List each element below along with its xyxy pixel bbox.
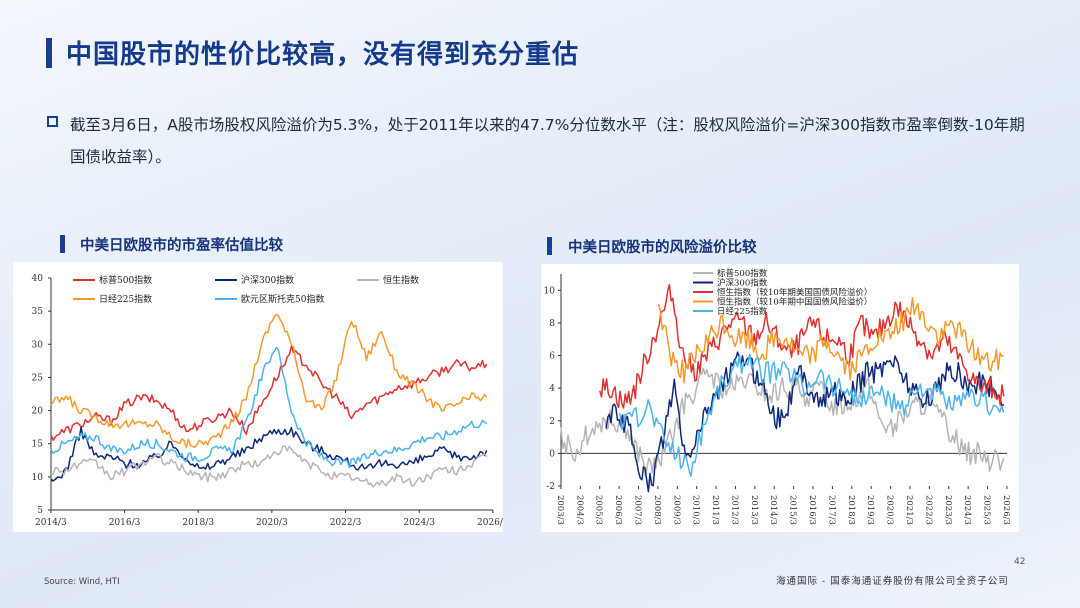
- pe-x-tick-label: 2020/3: [256, 518, 288, 528]
- page-title: 中国股市的性价比较高，没有得到充分重估: [66, 40, 580, 70]
- erp-x-tick-label: 2014/3: [768, 495, 778, 525]
- pe-y-tick-label: 10: [32, 473, 44, 483]
- pe-y-tick-label: 40: [32, 274, 44, 284]
- pe-x-tick-label: 2016/3: [109, 518, 141, 528]
- erp-x-tick-label: 2024/3: [962, 495, 972, 525]
- pe-x-tick-label: 2024/3: [403, 518, 435, 528]
- pe-legend-label-1: 标普500指数: [99, 274, 152, 286]
- erp-x-tick-label: 2020/3: [885, 495, 895, 525]
- erp-x-tick-label: 2006/3: [613, 495, 623, 525]
- source-note: Source: Wind, HTI: [44, 577, 120, 587]
- erp-legend-label-5: 日经225指数: [717, 306, 768, 317]
- erp-x-tick-label: 2003/3: [555, 495, 565, 525]
- pe-chart: 5 10 15 20 25 30 35 40 2014/3 2016/3 2018/3 2020/3 2…: [32, 274, 503, 528]
- erp-y-tick-label: 8: [549, 319, 555, 329]
- erp-y-tick-label: -2: [546, 482, 555, 492]
- erp-chart-panel: -2 0 2 4 6 8 10 2003/3 2004/3 2005/3 2006/3 2007/3 2…: [541, 264, 1019, 532]
- footer-company: 海通国际 - 国泰海通证券股份有限公司全资子公司: [776, 576, 1009, 587]
- erp-x-tick-label: 2004/3: [574, 495, 584, 525]
- erp-series-line-4: [657, 296, 1004, 384]
- title-accent-bar: [46, 38, 52, 68]
- erp-series-line-1: [560, 367, 1005, 477]
- erp-y-tick-label: 10: [544, 286, 556, 296]
- pe-series-line-2: [50, 426, 488, 482]
- erp-y-tick-label: 0: [549, 449, 555, 459]
- erp-x-tick-label: 2005/3: [594, 495, 604, 525]
- pe-y-tick-label: 30: [32, 340, 44, 350]
- erp-x-tick-label: 2026/3: [1001, 495, 1011, 525]
- pe-series-line-1: [50, 345, 488, 441]
- bullet-square-icon: [47, 116, 58, 127]
- pe-legend-label-5: 欧元区斯托克50指数: [241, 293, 324, 305]
- pe-x-tick-label: 2026/3: [477, 518, 503, 528]
- erp-x-tick-label: 2025/3: [982, 495, 992, 525]
- pe-legend-label-2: 沪深300指数: [241, 274, 294, 286]
- erp-x-tick-label: 2008/3: [652, 495, 662, 525]
- erp-x-tick-label: 2007/3: [633, 495, 643, 525]
- pe-y-tick-label: 15: [32, 440, 44, 450]
- bullet-text: 截至3月6日，A股市场股权风险溢价为5.3%，处于2011年以来的47.7%分位…: [70, 116, 1025, 166]
- erp-x-tick-label: 2010/3: [691, 495, 701, 525]
- pe-chart-panel: 5 10 15 20 25 30 35 40 2014/3 2016/3 2018/3 2020/3 2…: [13, 262, 503, 532]
- erp-series-line-2: [605, 351, 1005, 493]
- erp-series-line-3: [599, 283, 1005, 409]
- erp-x-tick-label: 2016/3: [807, 495, 817, 525]
- pe-x-tick-label: 2022/3: [330, 518, 362, 528]
- erp-x-tick-label: 2009/3: [671, 495, 681, 525]
- erp-x-tick-label: 2021/3: [904, 495, 914, 525]
- pe-x-tick-label: 2018/3: [182, 518, 214, 528]
- erp-y-tick-label: 4: [549, 384, 555, 394]
- pe-y-tick-label: 5: [37, 506, 43, 516]
- pe-y-tick-label: 35: [32, 307, 44, 317]
- erp-legend-label-2: 沪深300指数: [717, 278, 768, 289]
- erp-x-tick-label: 2015/3: [788, 495, 798, 525]
- left-chart-title-bar: [60, 235, 65, 253]
- page-number: 42: [1014, 557, 1026, 567]
- erp-x-tick-label: 2023/3: [943, 495, 953, 525]
- left-chart-title: 中美日欧股市的市盈率估值比较: [80, 238, 283, 254]
- erp-series-line-5: [619, 353, 1005, 477]
- pe-y-tick-label: 25: [32, 373, 44, 383]
- erp-x-tick-label: 2022/3: [923, 495, 933, 525]
- right-chart-title: 中美日欧股市的风险溢价比较: [568, 240, 757, 256]
- erp-x-tick-label: 2013/3: [749, 495, 759, 525]
- erp-legend-label-4: 恒生指数（较10年期中国国债风险溢价）: [717, 297, 872, 308]
- erp-y-tick-label: 2: [549, 417, 555, 427]
- pe-y-tick-label: 20: [32, 407, 44, 417]
- erp-x-tick-label: 2019/3: [865, 495, 875, 525]
- erp-x-tick-label: 2018/3: [846, 495, 856, 525]
- erp-x-tick-label: 2017/3: [826, 495, 836, 525]
- pe-legend-label-3: 恒生指数: [383, 274, 419, 286]
- erp-x-tick-label: 2011/3: [710, 495, 720, 525]
- erp-legend-label-1: 标普500指数: [717, 268, 768, 279]
- pe-series-line-4: [50, 313, 488, 449]
- erp-chart: -2 0 2 4 6 8 10 2003/3 2004/3 2005/3 2006/3 2007/3 2…: [544, 268, 1011, 525]
- erp-x-tick-label: 2012/3: [729, 495, 739, 525]
- pe-series-line-3: [50, 445, 488, 488]
- erp-y-tick-label: 6: [549, 352, 555, 362]
- pe-x-tick-label: 2014/3: [35, 518, 67, 528]
- pe-legend-label-4: 日经225指数: [99, 293, 152, 305]
- erp-legend-label-3: 恒生指数（较10年期美国国债风险溢价）: [717, 287, 872, 298]
- pe-series-line-5: [50, 346, 488, 469]
- right-chart-title-bar: [547, 237, 552, 255]
